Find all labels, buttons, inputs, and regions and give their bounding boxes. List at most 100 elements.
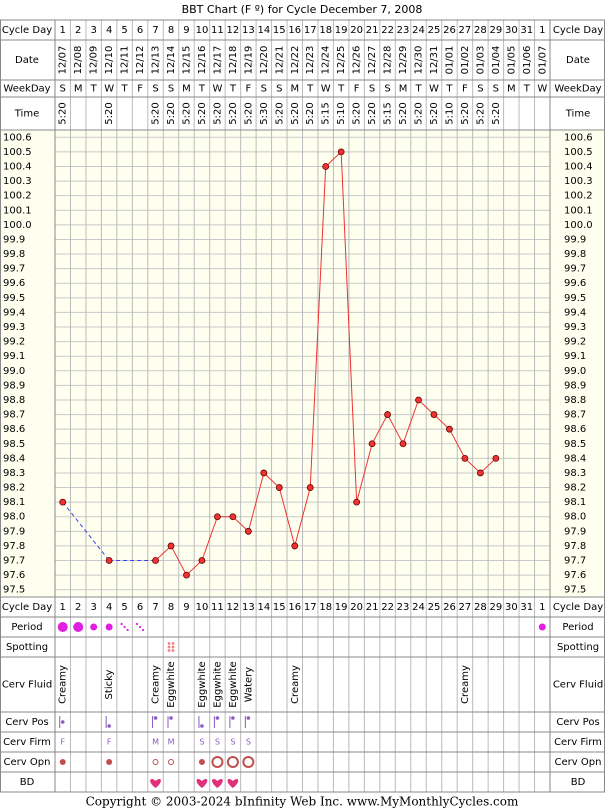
date: 01/02 (460, 46, 471, 75)
period-spot (120, 622, 123, 626)
y-tick-label-right: 99.6 (564, 278, 586, 289)
bd-heart (227, 778, 239, 788)
weekday: T (445, 84, 453, 95)
cycle-day-bottom: 10 (196, 602, 209, 613)
weekday: M (399, 84, 408, 95)
cycle-day: 26 (443, 25, 456, 36)
y-tick-label-right: 100.1 (564, 205, 593, 216)
y-tick-label: 99.0 (3, 366, 25, 377)
y-tick-label: 99.4 (3, 307, 25, 318)
time: 5:10 (444, 102, 455, 124)
temp-point (105, 557, 113, 564)
y-tick-label: 98.7 (3, 410, 25, 421)
cycle-day: 5 (121, 25, 127, 36)
y-tick-label-right: 100.2 (564, 191, 593, 202)
y-tick-label: 98.0 (3, 512, 25, 523)
y-tick-label-right: 98.2 (564, 483, 586, 494)
date: 12/14 (166, 46, 177, 75)
period-icon (90, 623, 98, 631)
weekday: M (507, 84, 516, 95)
spotting-icon (167, 642, 171, 645)
y-tick-label: 99.6 (3, 278, 25, 289)
temp-point (59, 498, 67, 506)
cycle-day-bottom: 31 (520, 602, 533, 613)
temp-point (446, 425, 453, 433)
y-tick-label: 97.8 (3, 541, 25, 552)
date: 12/21 (274, 46, 285, 75)
cycle-day-bottom: 23 (397, 602, 410, 613)
cerv-opn-icon (211, 756, 224, 768)
weekday: F (462, 84, 468, 95)
cycle-day: 6 (137, 25, 143, 36)
time: 5:30 (259, 102, 270, 124)
y-tick-label-right: 99.7 (564, 264, 586, 275)
y-tick-label: 97.6 (3, 570, 25, 581)
y-tick-label: 99.9 (3, 234, 25, 245)
row-label: WeekDay (3, 84, 50, 95)
cerv-fluid: Eggwhite (197, 661, 208, 707)
cerv-fluid: Eggwhite (212, 661, 223, 707)
cycle-day: 14 (257, 25, 270, 36)
y-tick-label: 99.7 (3, 264, 25, 275)
y-tick-label: 97.9 (3, 526, 25, 537)
cerv-opn-icon (242, 756, 255, 768)
cycle-day: 11 (211, 25, 224, 36)
y-tick-label-right: 98.1 (564, 497, 586, 508)
weekday: W (321, 84, 331, 95)
cerv-fluid: Creamy (58, 665, 69, 704)
y-tick-label-right: 97.6 (564, 570, 586, 581)
y-tick-label-right: 97.9 (564, 526, 586, 537)
y-tick-label: 97.5 (3, 585, 25, 596)
bd-heart (212, 778, 223, 788)
cerv-opn-icon (59, 759, 66, 765)
weekday: S (60, 84, 66, 95)
cycle-day: 9 (183, 25, 189, 36)
y-tick-label-right: 99.2 (564, 337, 586, 348)
time: 5:20 (197, 102, 208, 124)
date: 12/17 (212, 46, 223, 75)
chart-title: BBT Chart (F º) for Cycle December 7, 20… (182, 3, 423, 16)
cycle-day: 1 (60, 25, 66, 36)
temp-point (430, 411, 438, 418)
date: 12/23 (305, 46, 316, 75)
date: 12/12 (135, 46, 146, 75)
date: 12/15 (181, 46, 192, 75)
cycle-day-bottom: 1 (539, 602, 545, 613)
temp-point (399, 440, 407, 448)
cycle-day: 23 (397, 25, 410, 36)
cycle-day: 12 (227, 25, 240, 36)
time: 5:20 (352, 102, 363, 124)
y-tick-label: 99.3 (3, 322, 25, 333)
y-tick-label-right: 98.4 (564, 453, 586, 464)
cycle-day-bottom: 15 (273, 602, 286, 613)
time: 5:10 (336, 102, 347, 124)
cycle-day-bottom: 27 (459, 602, 472, 613)
date: 12/19 (243, 46, 254, 75)
temp-point (229, 513, 237, 521)
time: 5:20 (228, 102, 239, 124)
time: 5:20 (151, 102, 162, 124)
row-label: Cerv Pos (5, 717, 48, 728)
y-tick-label-right: 99.5 (564, 293, 586, 304)
cycle-day-bottom: 1 (60, 602, 66, 613)
date: 12/20 (259, 46, 270, 75)
period-icon (57, 622, 68, 632)
date: 12/29 (398, 46, 409, 75)
temp-point (306, 484, 314, 491)
weekday: S (493, 84, 499, 95)
cerv-pos-dot (169, 716, 173, 720)
weekday: T (198, 84, 206, 95)
date: 01/07 (537, 46, 548, 75)
weekday: S (261, 84, 267, 95)
row-label: Date (15, 55, 39, 66)
cerv-opn-icon (152, 759, 159, 765)
row-label: Period (11, 622, 42, 633)
date: 12/08 (73, 46, 84, 75)
time: 5:20 (181, 102, 192, 124)
cerv-fluid: Creamy (151, 665, 162, 704)
period-spot (138, 625, 142, 629)
cerv-fluid: Eggwhite (228, 661, 239, 707)
cycle-day-bottom: 14 (257, 602, 270, 613)
row-label: Time (14, 109, 39, 120)
period-spot (126, 628, 129, 632)
